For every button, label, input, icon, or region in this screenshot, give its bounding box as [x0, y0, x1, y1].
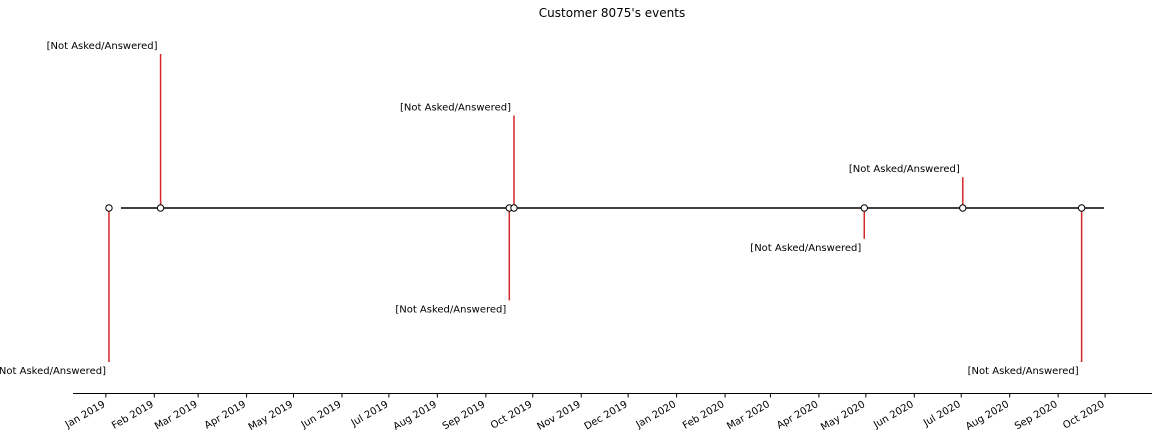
x-tick-label: Jul 2019 — [349, 399, 391, 429]
x-tick-label: Sep 2020 — [1013, 399, 1060, 432]
event-label: [Not Asked/Answered] — [395, 304, 506, 315]
x-tick-label: Jan 2019 — [63, 399, 108, 431]
x-tick-label: Aug 2019 — [392, 399, 439, 433]
event-stems — [108, 54, 1083, 362]
x-tick-label: May 2020 — [819, 399, 867, 433]
event-markers — [105, 204, 1086, 212]
x-tick-label: Feb 2020 — [681, 399, 727, 432]
x-tick-label: Oct 2019 — [489, 399, 534, 431]
event-marker — [105, 204, 113, 212]
event-label: [Not Asked/Answered] — [750, 243, 861, 254]
event-marker — [959, 204, 967, 212]
chart-title: Customer 8075's events — [539, 6, 685, 20]
event-marker — [510, 204, 518, 212]
x-tick-label: Nov 2019 — [536, 399, 583, 433]
event-label: [Not Asked/Answered] — [968, 366, 1079, 377]
event-marker — [860, 204, 868, 212]
x-tick-label: Mar 2020 — [725, 399, 772, 432]
x-tick-label: Dec 2019 — [583, 399, 630, 433]
event-label: [Not Asked/Answered] — [849, 164, 960, 175]
x-tick-label: Jun 2020 — [871, 399, 916, 431]
x-tick-label: Feb 2019 — [110, 399, 156, 432]
x-tick-label: Oct 2020 — [1061, 399, 1106, 431]
event-label: [Not Asked/Answered] — [0, 366, 106, 377]
x-tick-label: Aug 2020 — [964, 399, 1011, 433]
x-tick-label: Mar 2019 — [153, 399, 200, 432]
event-marker — [1077, 204, 1086, 212]
event-labels: [Not Asked/Answered] [Not Asked/Answered]… — [0, 41, 1079, 377]
x-tick-label: Sep 2019 — [441, 399, 488, 432]
event-marker — [156, 204, 165, 212]
x-tick-label: Jan 2020 — [634, 399, 679, 431]
x-tick-label: May 2019 — [247, 399, 295, 433]
x-tick-label: Jul 2020 — [921, 399, 963, 429]
x-tick-label: Jun 2019 — [299, 399, 344, 431]
event-label: [Not Asked/Answered] — [400, 103, 511, 114]
event-label: [Not Asked/Answered] — [47, 41, 158, 52]
x-tick-label: Apr 2019 — [203, 399, 248, 431]
x-tick-label: Apr 2020 — [775, 399, 820, 431]
